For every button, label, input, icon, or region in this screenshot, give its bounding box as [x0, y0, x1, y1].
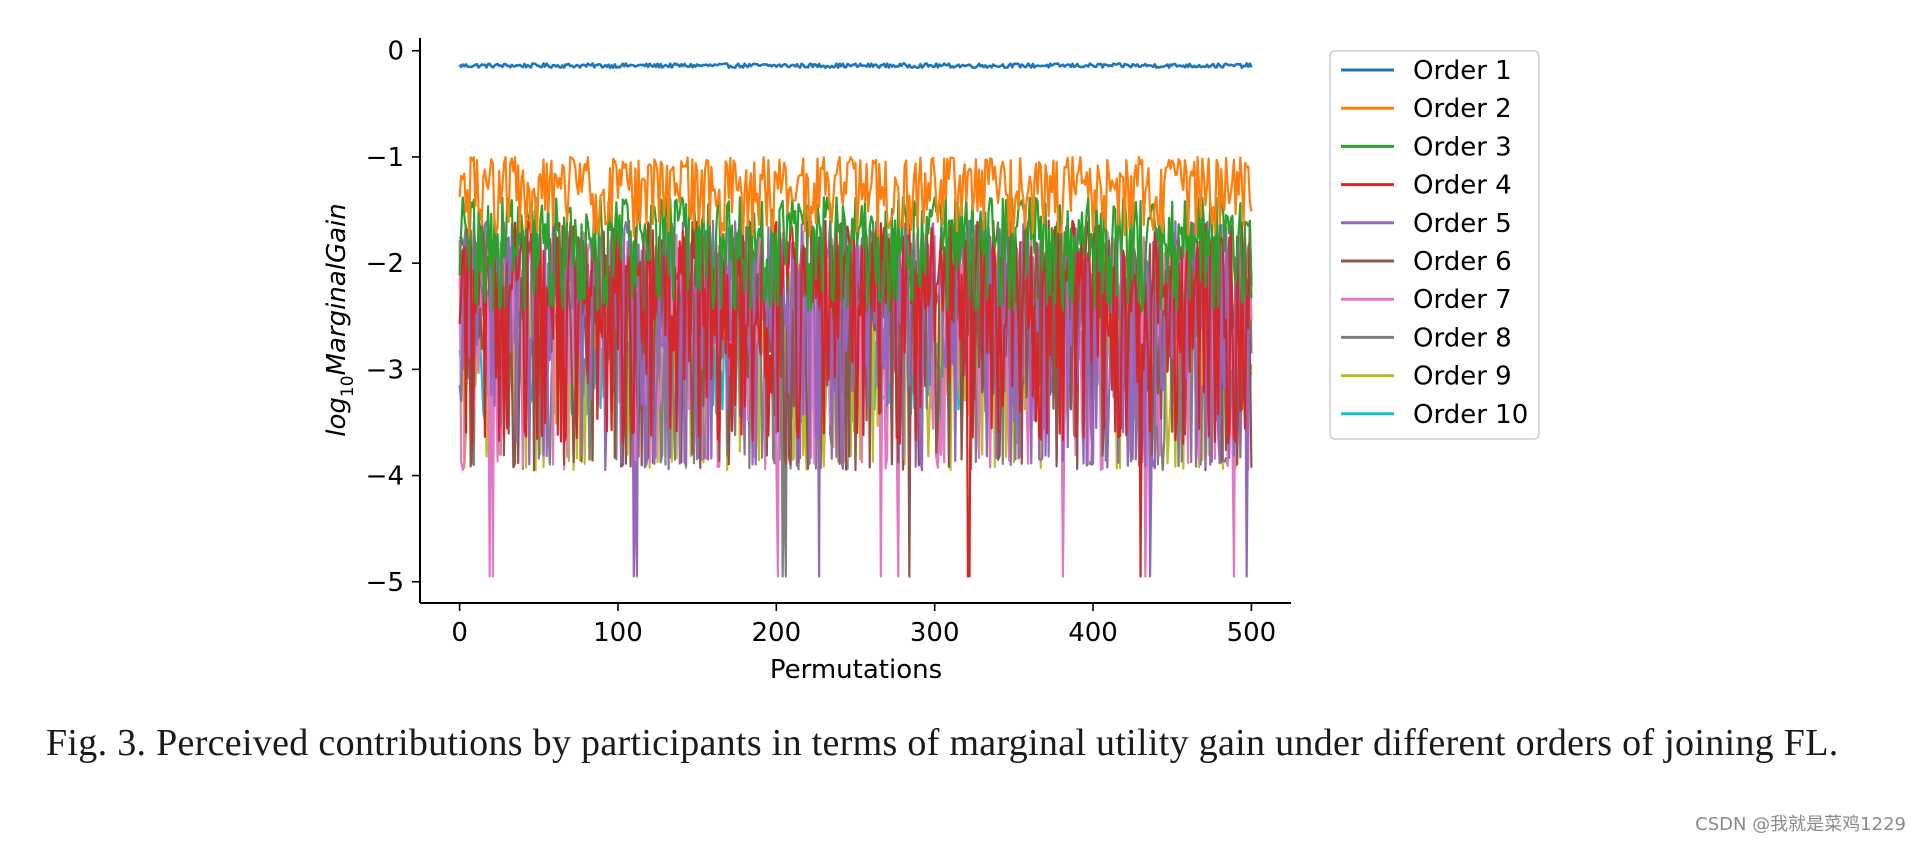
y-tick-label: 0: [387, 37, 404, 67]
figure-caption: Fig. 3. Perceived contributions by parti…: [46, 722, 1839, 764]
legend-entry-10: Order 10: [1413, 400, 1528, 430]
y-tick-label: −4: [366, 462, 404, 492]
series-line-4: [458, 219, 1253, 578]
x-tick-label: 300: [910, 618, 960, 648]
legend-entry-8: Order 8: [1413, 323, 1512, 353]
x-tick-label: 0: [451, 618, 468, 648]
y-tick-label: −2: [366, 249, 404, 279]
y-ticks: 0 −1 −2 −3 −4 −5: [366, 37, 420, 598]
y-axis-label-base: log: [322, 397, 352, 437]
line-chart: 0 100 200 300 400 500 0 −1 −2 −3 −4 −5 Permutation…: [322, 37, 1540, 685]
legend-entry-3: Order 3: [1413, 132, 1512, 162]
y-axis-label-subscript: 10: [338, 375, 358, 397]
x-ticks: 0 100 200 300 400 500: [451, 603, 1276, 648]
series-line-2: [458, 155, 1253, 238]
watermark: CSDN @我就是菜鸡1229: [1695, 814, 1906, 835]
legend-entry-7: Order 7: [1413, 285, 1512, 315]
legend-entry-6: Order 6: [1413, 247, 1512, 277]
x-tick-label: 200: [751, 618, 801, 648]
y-tick-label: −3: [366, 355, 404, 385]
x-tick-label: 100: [593, 618, 643, 648]
plot-lines: [458, 62, 1253, 578]
legend-entry-1: Order 1: [1413, 56, 1512, 86]
y-axis-label-rest: MarginalGain: [322, 203, 352, 375]
series-line-1: [458, 62, 1253, 70]
x-tick-label: 500: [1227, 618, 1277, 648]
legend: Order 1 Order 2 Order 3 Order 4 Order 5 Order…: [1329, 50, 1540, 440]
axes: [419, 38, 1291, 604]
legend-frame: [1329, 50, 1540, 440]
legend-entry-2: Order 2: [1413, 94, 1512, 124]
legend-entry-5: Order 5: [1413, 209, 1512, 239]
y-axis-label: log10MarginalGain: [322, 203, 358, 436]
x-tick-label: 400: [1068, 618, 1118, 648]
y-tick-label: −1: [366, 143, 404, 173]
legend-entry-4: Order 4: [1413, 171, 1512, 201]
y-tick-label: −5: [366, 568, 404, 598]
x-axis-label: Permutations: [770, 655, 942, 685]
legend-entry-9: Order 9: [1413, 362, 1512, 392]
